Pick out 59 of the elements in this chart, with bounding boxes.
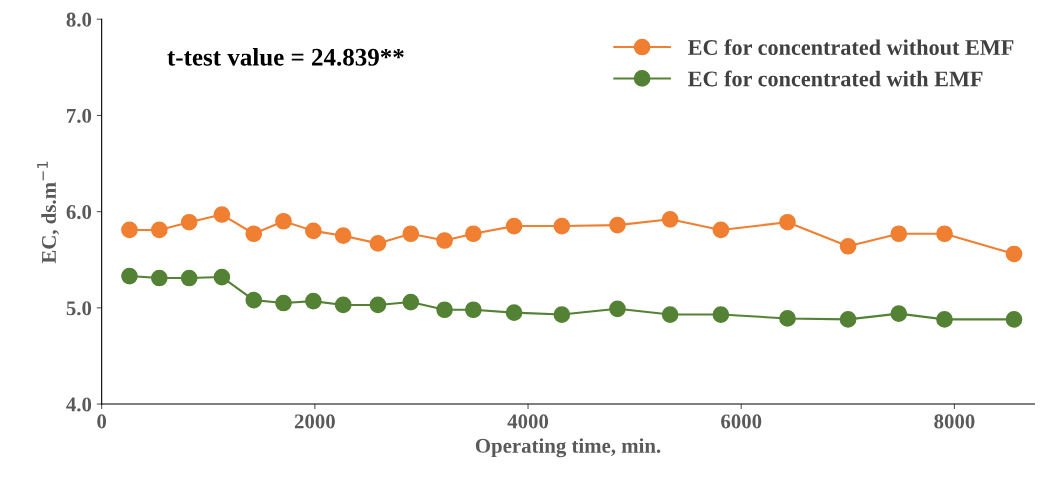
annotation: t-test value = 24.839** [167, 48, 404, 66]
x-tick-label: 0 [97, 414, 107, 429]
legend-label: EC for concentrated without EMF [688, 39, 1014, 56]
y-tick-label: 4.0 [66, 397, 92, 412]
point [890, 225, 908, 243]
point [180, 213, 198, 231]
point [839, 237, 857, 255]
point [275, 212, 292, 230]
point [1005, 311, 1023, 328]
point [402, 225, 420, 243]
point [609, 216, 626, 234]
y-tick-label: 6.0 [66, 205, 92, 220]
point [465, 301, 482, 319]
point [553, 306, 571, 323]
point [150, 221, 168, 239]
point [661, 306, 679, 323]
point [712, 221, 730, 239]
point [465, 225, 482, 243]
point [1005, 245, 1023, 263]
y-tick-label: 8.0 [66, 12, 92, 27]
point [505, 304, 523, 321]
point [402, 293, 420, 311]
point [839, 311, 857, 328]
point [305, 292, 322, 310]
point [779, 213, 796, 231]
point [779, 310, 796, 327]
x-tick-label: 8000 [934, 414, 975, 429]
point [369, 235, 387, 252]
x-tick-label: 2000 [294, 414, 335, 429]
point [436, 232, 453, 249]
x-tick-label: 6000 [721, 414, 762, 429]
x-axis-title: Operating time, min. [475, 438, 661, 458]
point [505, 217, 523, 235]
point [334, 296, 352, 314]
point [609, 300, 626, 318]
point [245, 291, 263, 309]
point [275, 294, 292, 312]
point [334, 227, 352, 245]
point [436, 301, 453, 319]
point [150, 269, 168, 287]
point [553, 217, 571, 235]
point [213, 206, 231, 223]
legend-label: EC for concentrated with EMF [688, 70, 983, 87]
point [936, 225, 953, 243]
point [890, 305, 908, 322]
point [121, 221, 138, 239]
point [661, 211, 679, 228]
y-tick-label: 7.0 [67, 108, 92, 123]
y-tick-label: 5.0 [66, 301, 92, 316]
point [245, 225, 263, 243]
y-axis-title: EC, ds.m$^{−1}$ [37, 161, 59, 264]
point [121, 267, 138, 285]
point [180, 269, 198, 287]
x-tick-label: 4000 [507, 414, 549, 429]
point [305, 222, 322, 240]
point [936, 311, 953, 328]
point [369, 296, 387, 314]
point [712, 306, 730, 323]
point [213, 268, 231, 286]
